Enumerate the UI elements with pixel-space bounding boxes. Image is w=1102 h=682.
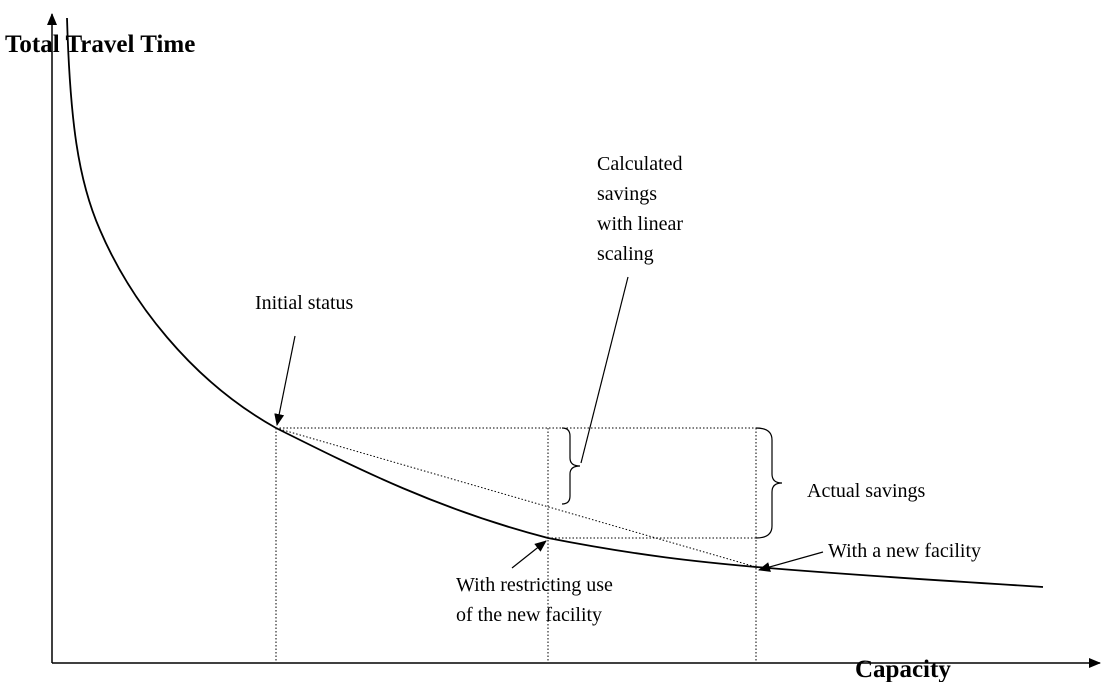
travel-time-curve (66, 17, 1044, 588)
annotation: With a new facility (828, 540, 981, 562)
arrow (758, 551, 824, 572)
guides (275, 427, 757, 663)
brace (561, 427, 581, 505)
annotation: Actual savings (807, 480, 926, 502)
linear-scaling-line (275, 427, 757, 568)
x-axis-label: Capacity (855, 656, 951, 682)
arrow (580, 276, 629, 464)
annotation: Calculated (597, 153, 683, 175)
annotation: savings (597, 183, 657, 205)
annotation: With restricting use (456, 574, 613, 596)
annotation: Initial status (255, 292, 354, 314)
annotation: scaling (597, 243, 654, 265)
annotation: with linear (597, 213, 683, 235)
y-axis-label: Total Travel Time (5, 31, 195, 58)
brace (755, 427, 783, 539)
annotation: of the new facility (456, 604, 602, 626)
arrow (511, 540, 547, 569)
arrow (274, 335, 296, 426)
